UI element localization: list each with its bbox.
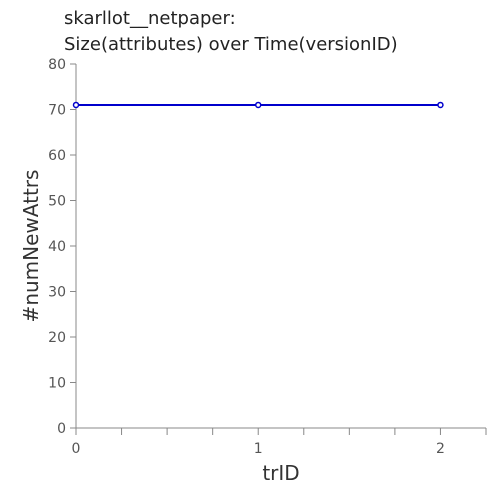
x-tick-label: 0 — [72, 441, 81, 457]
y-axis-label: #numNewAttrs — [19, 170, 43, 323]
chart-title: skarllot__netpaper: — [64, 8, 236, 29]
x-axis-label: trID — [262, 461, 299, 485]
y-tick-label: 30 — [48, 285, 66, 301]
chart-subtitle: Size(attributes) over Time(versionID) — [64, 34, 398, 55]
series-layer — [72, 101, 444, 109]
y-tick-label: 60 — [48, 148, 66, 164]
y-tick-label: 70 — [48, 103, 66, 119]
data-point — [72, 101, 80, 109]
data-point — [437, 101, 444, 109]
x-axis-ticks: 0 1 2 — [72, 428, 487, 457]
y-tick-label: 50 — [48, 194, 66, 210]
y-tick-label: 0 — [57, 421, 66, 437]
y-tick-label: 80 — [48, 57, 66, 73]
data-point — [254, 101, 262, 109]
y-tick-label: 20 — [48, 330, 66, 346]
x-tick-label: 1 — [254, 441, 263, 457]
y-tick-label: 40 — [48, 239, 66, 255]
y-axis-ticks: 0 10 20 30 40 50 60 70 80 — [48, 57, 76, 437]
x-tick-label: 2 — [436, 441, 445, 457]
y-tick-label: 10 — [48, 376, 66, 392]
